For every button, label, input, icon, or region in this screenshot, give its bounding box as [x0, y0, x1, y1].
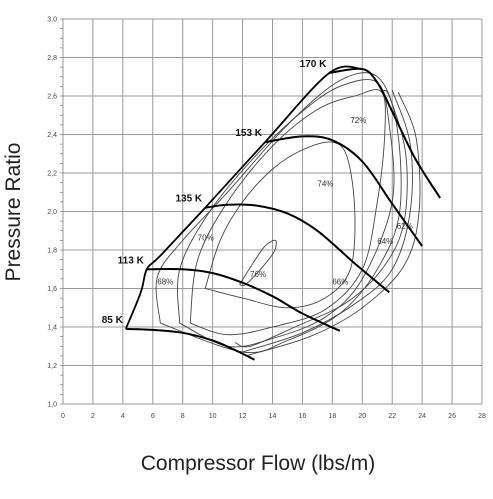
efficiency-island-74: [204, 141, 356, 309]
speed-line-153K: [264, 135, 423, 247]
y-tick-label: 1,0: [47, 402, 57, 409]
x-tick-label: 18: [328, 413, 336, 420]
speed-line-label: 135 K: [175, 194, 202, 205]
x-tick-label: 20: [358, 413, 366, 420]
efficiency-label: 76%: [250, 270, 266, 279]
y-tick-label: 2,4: [47, 132, 57, 139]
y-tick-label: 2,0: [47, 209, 57, 216]
y-tick-label: 2,8: [47, 55, 57, 62]
speed-line-label: 170 K: [300, 59, 327, 70]
efficiency-label: 64%: [377, 237, 393, 246]
efficiency-islands: [155, 72, 421, 357]
efficiency-island-68: [155, 72, 402, 354]
surge-line: [124, 65, 363, 330]
x-tick-label: 2: [91, 413, 95, 420]
x-tick-label: 22: [388, 413, 396, 420]
y-tick-label: 2,2: [47, 171, 57, 178]
x-axis-label: Compressor Flow (lbs/m): [141, 452, 376, 475]
efficiency-label: 68%: [157, 278, 173, 287]
y-tick-label: 1,8: [47, 248, 57, 255]
speed-line-85K: [125, 327, 255, 361]
y-axis-label: Pressure Ratio: [2, 143, 25, 282]
x-tick-label: 14: [269, 413, 277, 420]
tick-labels: 0 2 4 6 8 10 12 14 16 18 20 22 24 26 281,01,21,41,61,8…: [47, 17, 486, 421]
y-tick-label: 1,6: [47, 286, 57, 293]
efficiency-label: 74%: [317, 179, 333, 188]
x-tick-label: 28: [478, 413, 486, 420]
x-tick-label: 4: [121, 413, 125, 420]
efficiency-label: 72%: [350, 116, 366, 125]
speed-line-label: 85 K: [102, 315, 124, 326]
speed-line-label: 153 K: [235, 128, 262, 139]
x-tick-label: 12: [239, 413, 247, 420]
efficiency-label: 66%: [332, 278, 348, 287]
x-tick-label: 26: [448, 413, 456, 420]
y-tick-label: 1,2: [47, 363, 57, 370]
x-tick-label: 10: [209, 413, 217, 420]
y-tick-label: 2,6: [47, 94, 57, 101]
x-tick-label: 6: [151, 413, 155, 420]
efficiency-island-64: [242, 90, 413, 353]
efficiency-label: 70%: [198, 233, 214, 242]
x-tick-label: 8: [181, 413, 185, 420]
y-tick-label: 1,4: [47, 325, 57, 332]
efficiency-island-72: [189, 89, 386, 336]
speed-line-135K: [205, 203, 390, 294]
speed-lines: [124, 65, 441, 361]
curve-labels: 76% 74% 72% 70% 68% 66% 64% 62% 85 K 113 K 135 K 15…: [102, 59, 413, 326]
x-tick-label: 24: [418, 413, 426, 420]
efficiency-island-62: [245, 91, 421, 357]
efficiency-island-66: [234, 89, 408, 348]
efficiency-label: 62%: [397, 222, 413, 231]
speed-line-113K: [146, 267, 341, 332]
x-tick-label: 16: [299, 413, 307, 420]
speed-line-label: 113 K: [118, 255, 145, 266]
y-tick-label: 3,0: [47, 17, 57, 24]
x-tick-label: 0: [61, 413, 65, 420]
